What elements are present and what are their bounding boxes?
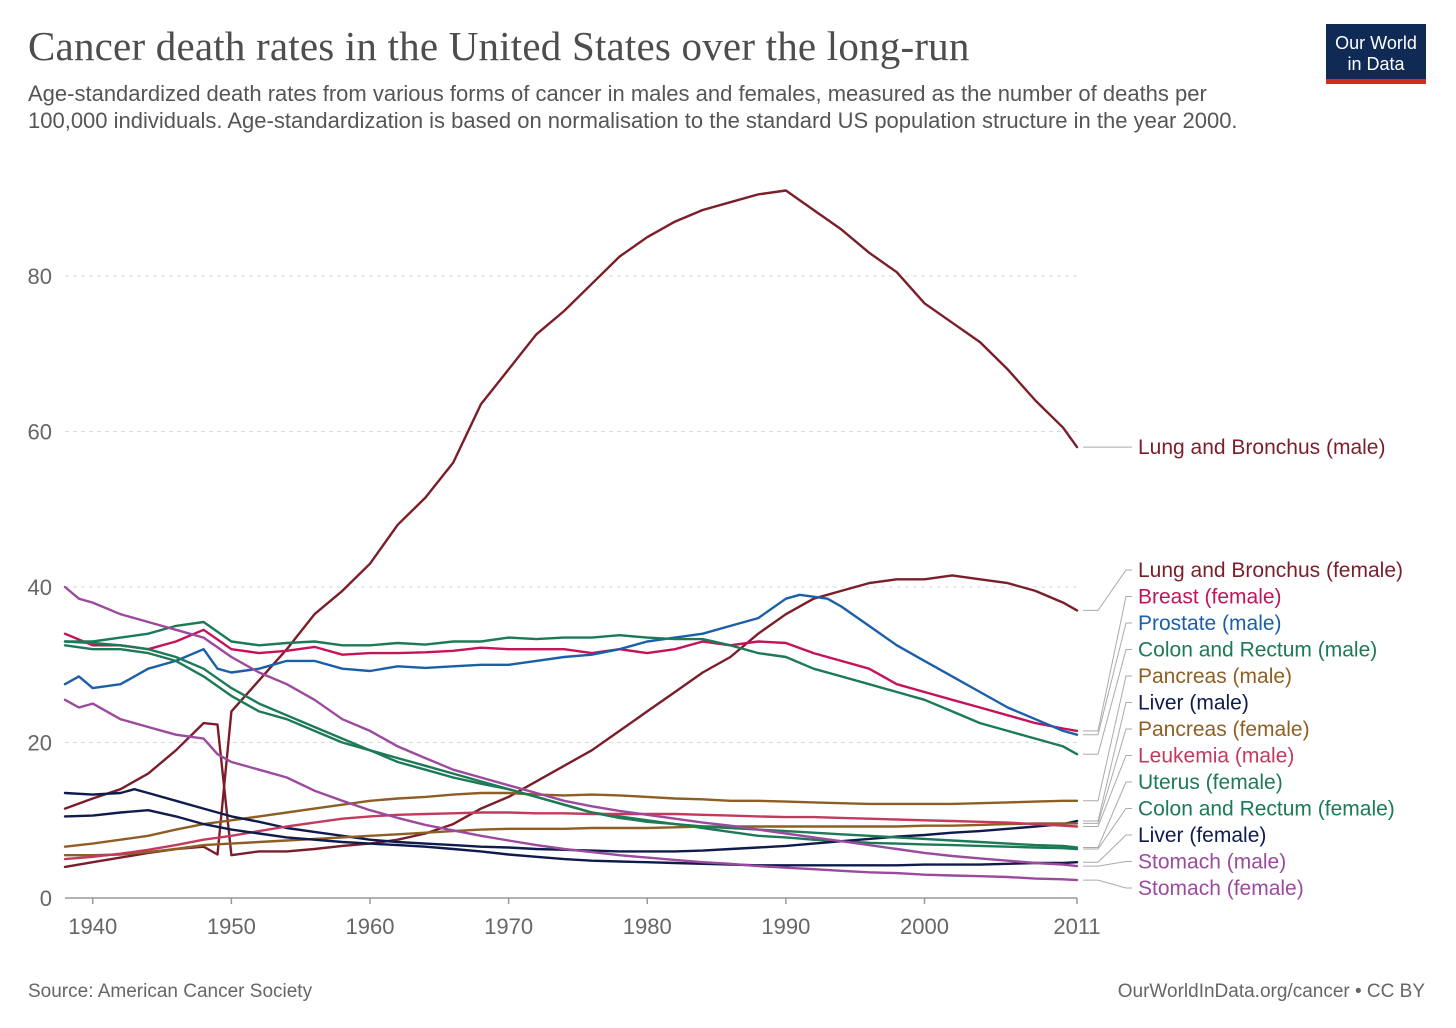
chart-title: Cancer death rates in the United States … — [28, 23, 970, 69]
series-end-label: Stomach (male) — [1138, 851, 1286, 874]
series-line[interactable] — [63, 628, 1079, 733]
label-leader-line — [1083, 596, 1132, 732]
series-end-label: Colon and Rectum (male) — [1138, 639, 1377, 662]
y-tick-label: 80 — [28, 264, 52, 289]
series-end-label: Pancreas (female) — [1138, 718, 1310, 741]
label-leader-line — [1083, 781, 1132, 848]
label-leader-line — [1083, 649, 1132, 755]
label-leader-line — [1083, 675, 1132, 802]
chart-subtitle: Age-standardized death rates from variou… — [28, 81, 1238, 133]
label-leader-line — [1083, 702, 1132, 822]
series-line[interactable] — [63, 640, 1079, 849]
y-tick-label: 60 — [28, 420, 52, 445]
x-tick-label: 1990 — [761, 914, 810, 939]
label-leader-line — [1083, 879, 1132, 889]
series-end-label: Liver (female) — [1138, 824, 1266, 847]
series-line[interactable] — [63, 585, 1079, 868]
series-end-label: Liver (male) — [1138, 692, 1249, 715]
series-line[interactable] — [63, 698, 1079, 882]
source-note: Source: American Cancer Society — [28, 981, 313, 1002]
series-end-label: Leukemia (male) — [1138, 745, 1294, 768]
series-end-label: Lung and Bronchus (female) — [1138, 559, 1403, 582]
series-end-label: Uterus (female) — [1138, 771, 1283, 794]
y-tick-label: 40 — [28, 575, 52, 600]
series-end-label: Lung and Bronchus (male) — [1138, 436, 1385, 459]
label-leader-line — [1083, 622, 1132, 736]
y-axis: 0 20 40 60 80 — [28, 264, 52, 911]
x-tick-label: 1950 — [207, 914, 256, 939]
y-tick-label: 20 — [28, 731, 52, 756]
series-line[interactable] — [63, 809, 1079, 867]
series-end-label: Prostate (male) — [1138, 612, 1282, 635]
series-lines — [63, 189, 1079, 882]
series-line[interactable] — [63, 620, 1079, 756]
grid-lines — [65, 275, 1077, 744]
x-tick-label: 2011 — [1053, 914, 1100, 939]
series-line[interactable] — [63, 811, 1079, 861]
label-leader-line — [1083, 728, 1132, 824]
owid-logo[interactable]: Our World in Data — [1326, 24, 1426, 84]
label-leader-line — [1083, 569, 1132, 611]
x-axis: 1940 1950 1960 1970 1980 1990 2000 2011 — [65, 897, 1101, 939]
series-end-label: Breast (female) — [1138, 586, 1282, 609]
logo-accent-bar — [1326, 79, 1426, 84]
logo-line-1: Our World — [1335, 33, 1417, 53]
credit-link[interactable]: OurWorldInData.org/cancer • CC BY — [1117, 981, 1425, 1002]
series-end-label: Stomach (female) — [1138, 877, 1304, 900]
x-tick-label: 1970 — [484, 914, 533, 939]
series-line[interactable] — [63, 822, 1079, 857]
x-tick-label: 2000 — [900, 914, 949, 939]
label-leader-line — [1083, 861, 1132, 867]
x-tick-label: 1940 — [68, 914, 117, 939]
series-line[interactable] — [63, 593, 1079, 736]
series-line[interactable] — [63, 644, 1079, 851]
label-leader-line — [1083, 808, 1132, 850]
y-tick-label: 0 — [40, 886, 52, 911]
series-line[interactable] — [63, 189, 1079, 869]
series-line[interactable] — [63, 574, 1079, 857]
series-end-label: Pancreas (male) — [1138, 665, 1292, 688]
x-tick-label: 1960 — [346, 914, 395, 939]
x-tick-label: 1980 — [623, 914, 672, 939]
label-leader-line — [1083, 834, 1132, 863]
end-labels: Lung and Bronchus (male) Lung and Bronchu… — [1083, 436, 1403, 900]
label-leader-line — [1083, 755, 1132, 827]
series-line[interactable] — [63, 791, 1079, 848]
logo-line-2: in Data — [1347, 54, 1405, 74]
series-end-label: Colon and Rectum (female) — [1138, 798, 1395, 821]
